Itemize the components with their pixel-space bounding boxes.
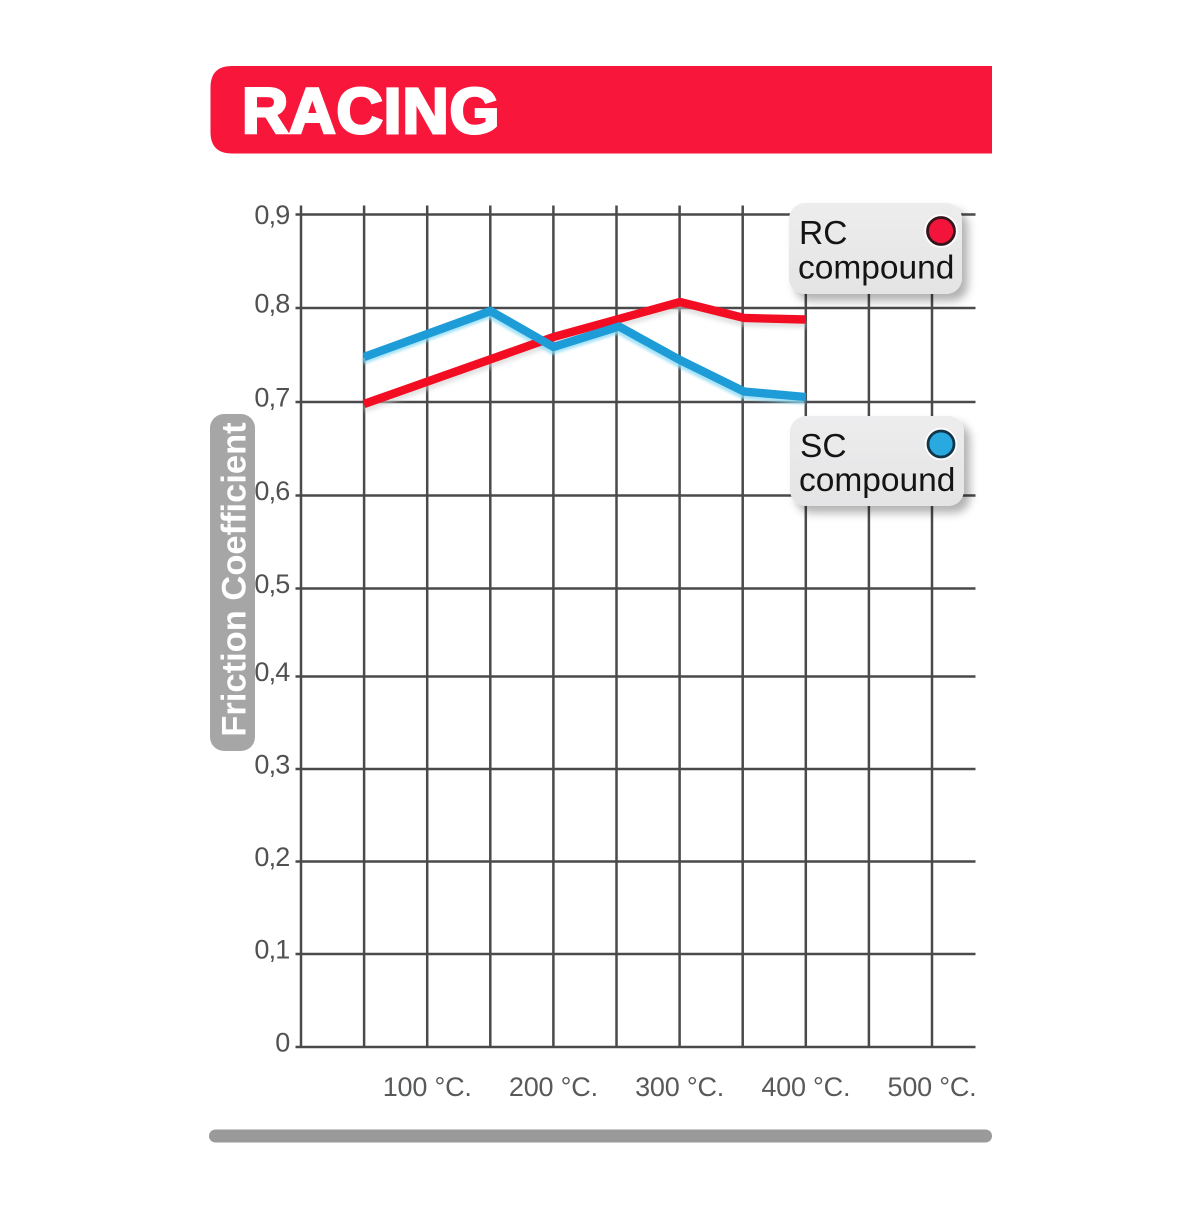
svg-text:0,5: 0,5 bbox=[254, 569, 289, 599]
svg-text:100 °C.: 100 °C. bbox=[383, 1072, 472, 1102]
svg-text:500 °C.: 500 °C. bbox=[888, 1072, 977, 1102]
svg-text:0,2: 0,2 bbox=[254, 842, 289, 872]
svg-text:Friction Coefficient: Friction Coefficient bbox=[216, 422, 254, 737]
svg-text:0,6: 0,6 bbox=[254, 476, 289, 506]
svg-text:300 °C.: 300 °C. bbox=[635, 1072, 724, 1102]
svg-text:200 °C.: 200 °C. bbox=[509, 1072, 598, 1102]
svg-text:0: 0 bbox=[275, 1027, 289, 1057]
svg-text:RACING: RACING bbox=[242, 75, 500, 147]
svg-text:0,3: 0,3 bbox=[254, 749, 289, 779]
svg-text:SC: SC bbox=[800, 428, 847, 465]
svg-text:400 °C.: 400 °C. bbox=[761, 1072, 850, 1102]
svg-text:compound: compound bbox=[798, 250, 954, 287]
svg-text:compound: compound bbox=[799, 462, 955, 499]
svg-text:0,4: 0,4 bbox=[254, 657, 290, 687]
svg-text:0,1: 0,1 bbox=[254, 934, 289, 964]
svg-text:RC: RC bbox=[799, 215, 847, 252]
svg-text:0,8: 0,8 bbox=[254, 288, 289, 318]
svg-text:0,7: 0,7 bbox=[254, 382, 289, 412]
svg-text:0,9: 0,9 bbox=[254, 200, 289, 230]
